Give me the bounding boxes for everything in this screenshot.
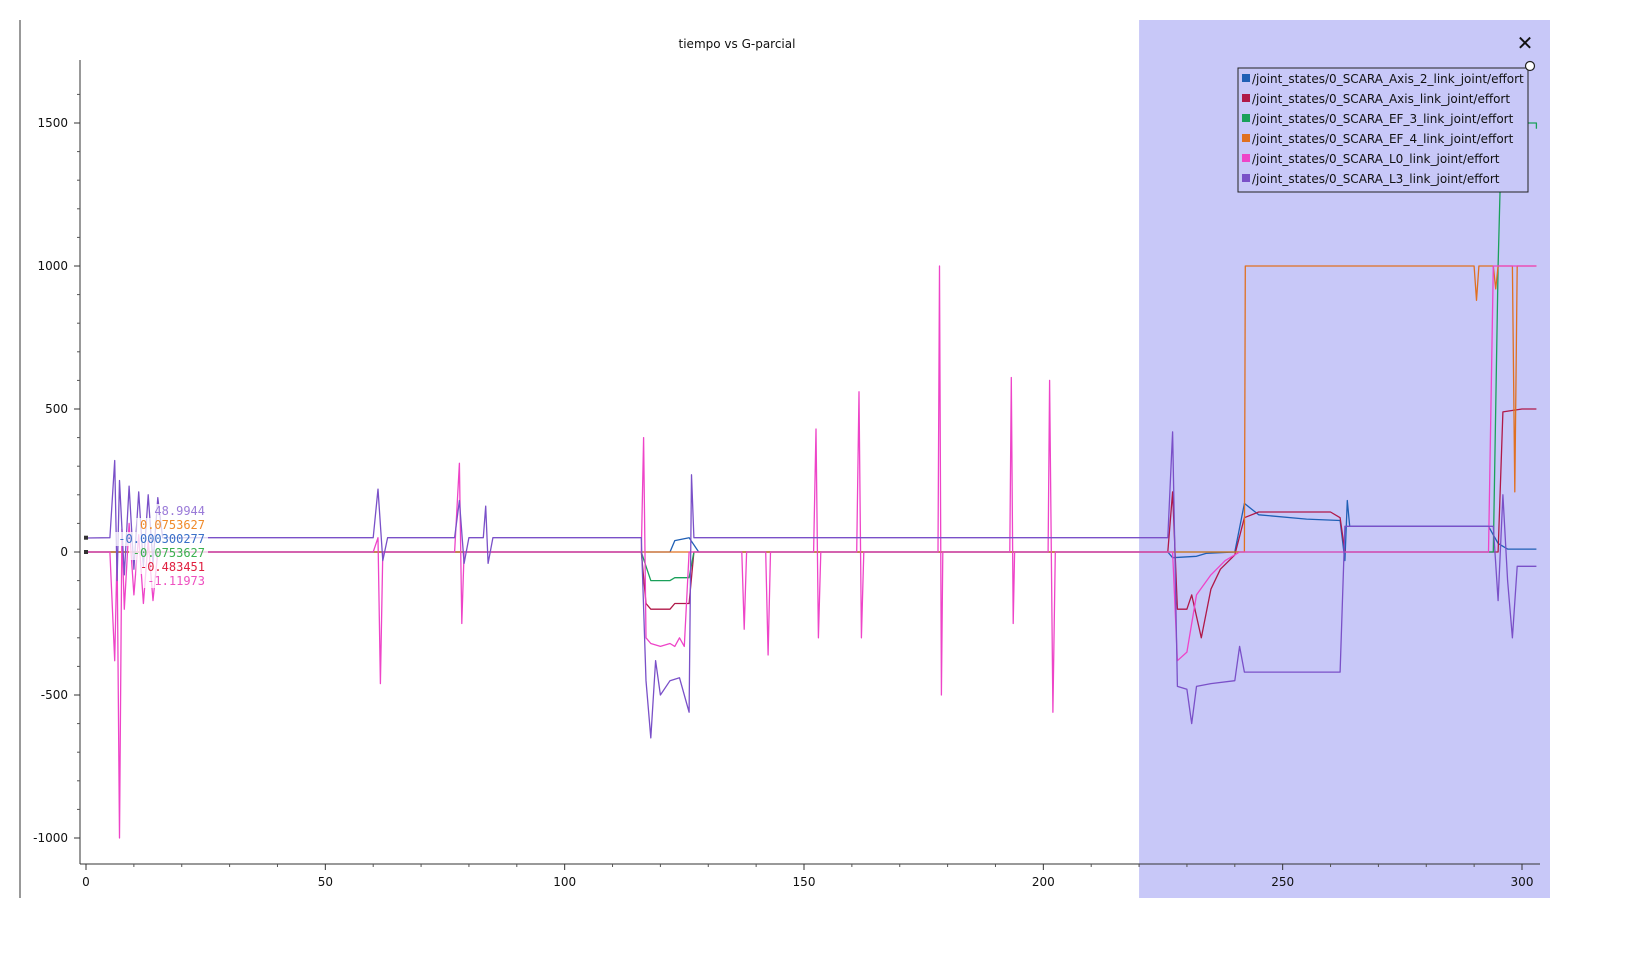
resize-handle[interactable]: [1524, 60, 1536, 72]
y-tick-label: -1000: [33, 831, 68, 845]
legend-swatch-3: [1242, 114, 1250, 122]
legend-swatch-6: [1242, 174, 1250, 182]
legend-entry-3: /joint_states/0_SCARA_EF_3_link_joint/ef…: [1252, 112, 1514, 126]
x-tick-label: 200: [1032, 875, 1055, 889]
close-icon[interactable]: ✕: [1517, 31, 1534, 55]
chart-title: tiempo vs G-parcial: [679, 37, 796, 51]
y-tick-label: -500: [41, 688, 68, 702]
cursor-value-6: -1.11973: [147, 574, 205, 588]
cursor-value-bg: [129, 546, 208, 560]
x-tick-label: 300: [1511, 875, 1534, 889]
cursor-value-4: -0.0753627: [133, 546, 205, 560]
legend-entry-4: /joint_states/0_SCARA_EF_4_link_joint/ef…: [1252, 132, 1514, 146]
cursor-value-bg: [143, 574, 208, 588]
legend-entry-1: /joint_states/0_SCARA_Axis_2_link_joint/…: [1252, 72, 1524, 86]
legend-entry-5: /joint_states/0_SCARA_L0_link_joint/effo…: [1252, 152, 1500, 166]
legend: /joint_states/0_SCARA_Axis_2_link_joint/…: [1237, 67, 1529, 193]
legend-entry-6: /joint_states/0_SCARA_L3_link_joint/effo…: [1252, 172, 1500, 186]
x-tick-label: 0: [82, 875, 90, 889]
legend-box: [1237, 67, 1529, 193]
cursor-value-readout: 48.99440.0753627-0.000300277-0.0753627-0…: [114, 504, 208, 588]
x-tick-label: 250: [1271, 875, 1294, 889]
y-tick-label: 500: [45, 402, 68, 416]
legend-swatch-5: [1242, 154, 1250, 162]
legend-swatch-2: [1242, 94, 1250, 102]
axes: -1000 -500 0 500 1000 1500 0 50 100 150 200 250 300: [19, 20, 1540, 898]
cursor-value-bg: [136, 518, 208, 532]
cursor-value-bg: [114, 532, 208, 546]
y-tick-label: 0: [60, 545, 68, 559]
series-start-marker: [84, 550, 88, 554]
cursor-value-bg: [150, 504, 208, 518]
y-tick-label: 1000: [37, 259, 68, 273]
x-tick-label: 50: [318, 875, 333, 889]
cursor-value-5: -0.483451: [140, 560, 205, 574]
x-tick-label: 100: [553, 875, 576, 889]
cursor-value-1: 48.9944: [154, 504, 205, 518]
y-tick-label: 1500: [37, 116, 68, 130]
cursor-value-3: -0.000300277: [118, 532, 205, 546]
legend-entry-2: /joint_states/0_SCARA_Axis_link_joint/ef…: [1252, 92, 1510, 106]
legend-swatch-4: [1242, 134, 1250, 142]
cursor-value-bg: [136, 560, 208, 574]
series-start-marker: [84, 535, 88, 540]
cursor-value-2: 0.0753627: [140, 518, 205, 532]
legend-swatch-1: [1242, 74, 1250, 82]
x-tick-label: 150: [793, 875, 816, 889]
